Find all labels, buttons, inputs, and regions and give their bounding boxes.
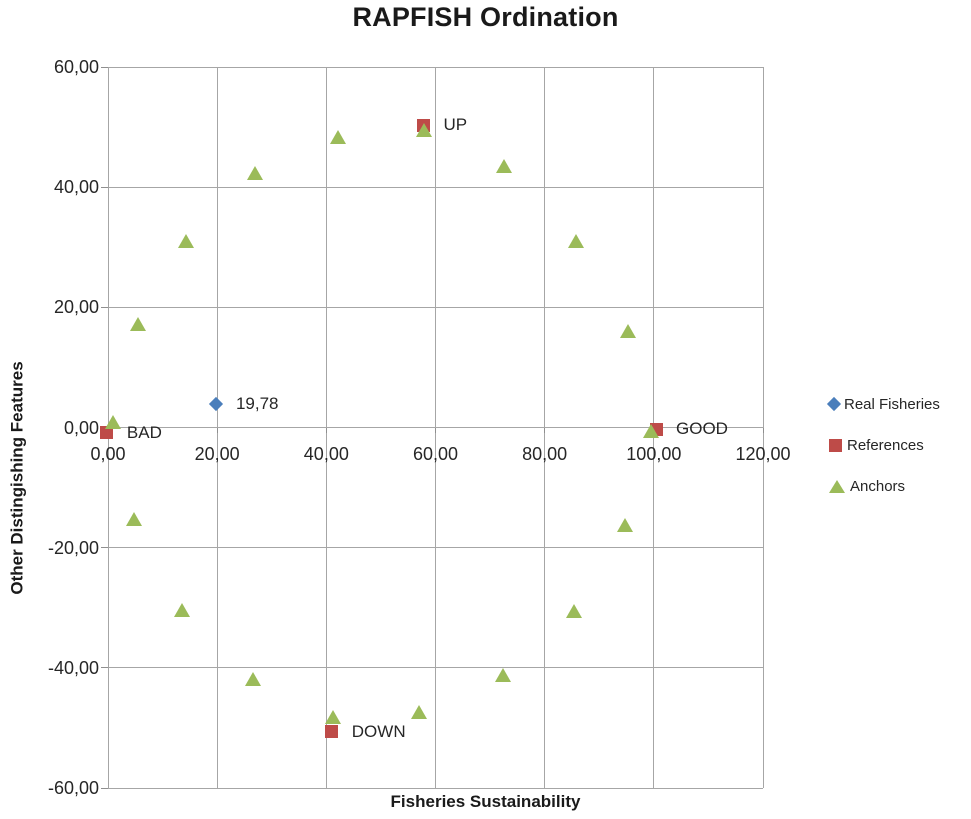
data-point-triangle[interactable] (643, 423, 660, 438)
square-icon (829, 438, 842, 452)
y-tick-label: -20,00 (47, 537, 99, 558)
legend-item-real-fisheries[interactable]: Real Fisheries (826, 392, 971, 416)
data-point-triangle[interactable] (565, 603, 582, 618)
data-point-label: 19,78 (235, 394, 279, 414)
horizontal-gridline (108, 427, 763, 428)
y-tick-label: 0,00 (63, 417, 99, 438)
x-tick-label: 60,00 (412, 443, 459, 464)
y-tick-label: 20,00 (53, 297, 99, 318)
data-point-triangle[interactable] (620, 324, 637, 339)
data-point-label: UP (443, 115, 468, 135)
y-axis-tick (101, 667, 108, 669)
x-axis-tick (762, 427, 764, 433)
x-tick-label: 40,00 (303, 443, 349, 464)
data-point-triangle[interactable] (495, 159, 512, 174)
legend-label: Anchors (850, 477, 906, 495)
data-point-diamond[interactable] (208, 396, 224, 412)
data-point-label: BAD (126, 422, 162, 442)
data-point-triangle[interactable] (105, 415, 122, 430)
y-tick-label: -60,00 (47, 778, 99, 798)
data-point-square[interactable] (325, 725, 339, 739)
y-axis-title-area: Other Distingishing Features (0, 117, 36, 819)
data-point-square[interactable] (100, 426, 114, 440)
horizontal-gridline (108, 787, 763, 789)
x-axis-tick (435, 427, 436, 433)
y-axis-title: Other Distingishing Features (8, 360, 27, 595)
data-point-triangle[interactable] (130, 316, 147, 331)
data-point-triangle[interactable] (616, 517, 633, 532)
horizontal-gridline (108, 186, 763, 188)
legend-label: Real Fisheries (844, 395, 940, 413)
legend-label: References (847, 436, 924, 454)
data-point-triangle[interactable] (178, 233, 195, 248)
x-axis-title: Fisheries Sustainability (390, 792, 581, 811)
y-axis-tick (101, 547, 108, 549)
triangle-icon (829, 479, 845, 493)
y-axis-tick (101, 306, 108, 308)
x-axis-tick (325, 427, 327, 433)
horizontal-gridline (108, 547, 763, 549)
diamond-icon (826, 396, 842, 412)
data-point-triangle[interactable] (416, 122, 433, 137)
y-axis-tick (101, 787, 108, 789)
data-point-triangle[interactable] (126, 511, 143, 526)
legend-item-anchors[interactable]: Anchors (829, 474, 971, 498)
data-point-triangle[interactable] (567, 234, 584, 249)
legend: Real Fisheries References Anchors (826, 392, 971, 515)
data-point-triangle[interactable] (324, 709, 341, 724)
y-tick-label: 40,00 (53, 177, 99, 198)
x-axis-tick (216, 427, 218, 433)
x-axis-tick (544, 427, 546, 433)
x-tick-label: 20,00 (194, 443, 240, 464)
y-tick-label: -40,00 (47, 657, 99, 678)
plot-area[interactable]: 19,78 BAD UP GOOD DOWN (100, 66, 764, 789)
y-axis-tick (101, 186, 108, 188)
y-tick-label: 60,00 (53, 57, 99, 77)
data-point-triangle[interactable] (410, 705, 427, 720)
horizontal-gridline (108, 667, 763, 669)
data-point-label: GOOD (676, 419, 728, 439)
data-point-triangle[interactable] (247, 165, 264, 180)
x-tick-label: 80,00 (522, 443, 568, 464)
x-tick-label: 0,00 (90, 443, 126, 464)
data-point-triangle[interactable] (173, 603, 190, 618)
legend-item-references[interactable]: References (829, 433, 971, 457)
data-point-label: DOWN (351, 721, 406, 741)
horizontal-gridline (108, 66, 763, 68)
data-point-triangle[interactable] (330, 129, 347, 144)
y-axis-tick (101, 66, 108, 68)
chart-title: RAPFISH Ordination (352, 2, 619, 32)
x-tick-label: 100,00 (626, 443, 682, 464)
data-point-triangle[interactable] (495, 668, 512, 683)
horizontal-gridline (108, 306, 763, 308)
x-tick-label: 120,00 (735, 443, 791, 464)
data-point-triangle[interactable] (245, 672, 262, 687)
